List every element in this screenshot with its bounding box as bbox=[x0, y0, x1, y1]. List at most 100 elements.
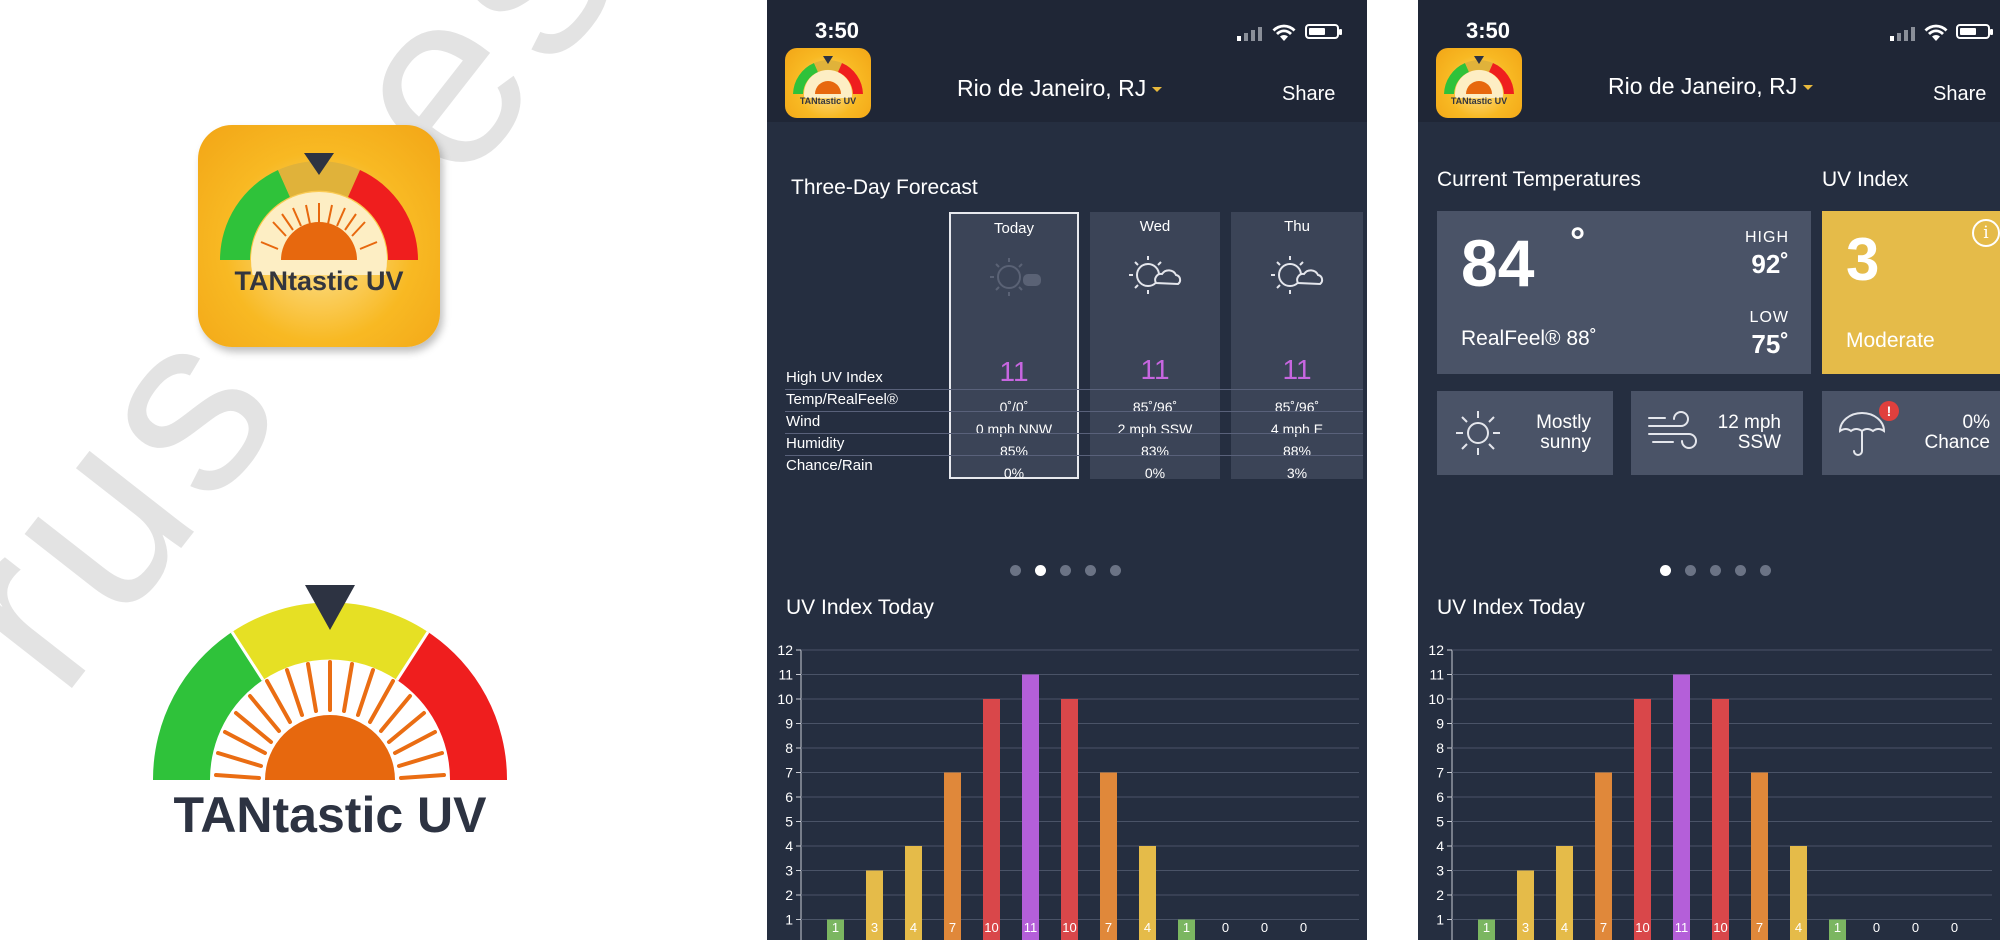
app-logo-button[interactable]: TANtastic UV bbox=[1436, 48, 1522, 118]
bar-value-label: 7 bbox=[1600, 920, 1607, 935]
page-dot[interactable] bbox=[1660, 565, 1671, 576]
app-logo-button[interactable]: TANtastic UV bbox=[785, 48, 871, 118]
rain-line-2: Chance bbox=[1924, 432, 1991, 453]
app-icon-title: TANtastic UV bbox=[234, 266, 404, 296]
rain-chance-card[interactable]: ! 0% Chance bbox=[1822, 391, 2000, 475]
sunny-icon bbox=[1456, 411, 1500, 455]
rain-line-1: 0% bbox=[1962, 412, 1990, 433]
current-temp-card: 84 ° HIGH 92˚ LOW 75˚ RealFeel® 88˚ bbox=[1437, 211, 1811, 374]
sky-condition-card: Mostly sunny bbox=[1437, 391, 1613, 475]
y-tick-label: 6 bbox=[1436, 789, 1444, 805]
row-label-temp: Temp/RealFeel® bbox=[786, 391, 898, 408]
uv-bar bbox=[1712, 699, 1729, 940]
wind-card: 12 mph SSW bbox=[1631, 391, 1803, 475]
uv-bar bbox=[1178, 919, 1195, 940]
y-tick-label: 1 bbox=[785, 912, 793, 928]
day-label: Today bbox=[993, 220, 1035, 237]
y-tick-label: 11 bbox=[778, 667, 793, 683]
uv-bar bbox=[944, 772, 961, 940]
brand-title: TANtastic UV bbox=[173, 787, 487, 843]
rain-chance-text: 0% Chance bbox=[1925, 413, 1991, 453]
temp-value: 85˚/96˚ bbox=[1274, 399, 1320, 415]
cellular-signal-icon bbox=[1237, 27, 1262, 41]
location-label: Rio de Janeiro, RJ bbox=[1608, 73, 1798, 99]
page-dot[interactable] bbox=[1685, 565, 1696, 576]
uv-index-level: Moderate bbox=[1846, 329, 1935, 352]
uv-bar bbox=[1022, 674, 1039, 940]
low-value: 75˚ bbox=[1751, 329, 1789, 359]
bar-value-label: 0 bbox=[1261, 920, 1268, 935]
page-dot[interactable] bbox=[1060, 565, 1071, 576]
forecast-day-today[interactable]: Today 11 0˚/0˚ 0 mph NNW 85% 0% bbox=[949, 212, 1079, 481]
y-tick-label: 4 bbox=[785, 838, 793, 854]
y-tick-label: 10 bbox=[1428, 691, 1444, 707]
page-dot[interactable] bbox=[1710, 565, 1721, 576]
current-temps-title: Current Temperatures bbox=[1437, 168, 1641, 191]
location-selector[interactable]: Rio de Janeiro, RJ bbox=[957, 75, 1163, 102]
share-button[interactable]: Share bbox=[1933, 83, 1987, 105]
info-icon[interactable]: i bbox=[1972, 219, 2000, 247]
page-dot[interactable] bbox=[1110, 565, 1121, 576]
humidity-value: 85% bbox=[999, 443, 1029, 459]
app-icon-large-square: TANtastic UV bbox=[198, 125, 440, 347]
bar-value-label: 1 bbox=[832, 920, 839, 935]
row-label-wind: Wind bbox=[786, 413, 821, 430]
forecast-day-wed[interactable]: Wed 11 85˚/96˚ 2 mph SSW 83% 0% bbox=[1090, 212, 1220, 481]
location-selector[interactable]: Rio de Janeiro, RJ bbox=[1608, 73, 1814, 100]
alert-icon[interactable]: ! bbox=[1879, 401, 1899, 421]
gauge-icon bbox=[1444, 56, 1514, 98]
app-logo-label: TANtastic UV bbox=[799, 96, 857, 106]
bar-value-label: 4 bbox=[1561, 920, 1568, 935]
uv-bar bbox=[905, 846, 922, 940]
wifi-icon bbox=[1272, 24, 1296, 41]
row-divider bbox=[785, 389, 1363, 390]
page-dot[interactable] bbox=[1035, 565, 1046, 576]
sky-line-1: Mostly bbox=[1536, 412, 1591, 433]
uv-bar bbox=[983, 699, 1000, 940]
uv-bar bbox=[827, 919, 844, 940]
bar-value-label: 4 bbox=[1795, 920, 1802, 935]
uv-bar bbox=[1751, 772, 1768, 940]
uv-value: 11 bbox=[999, 356, 1029, 387]
y-tick-label: 1 bbox=[1436, 912, 1444, 928]
day-label: Thu bbox=[1284, 218, 1310, 235]
bar-value-label: 11 bbox=[1675, 920, 1689, 935]
row-divider bbox=[785, 455, 1363, 456]
app-logo-label: TANtastic UV bbox=[1450, 96, 1508, 106]
uv-index-card[interactable]: 3 Moderate i bbox=[1822, 211, 2000, 374]
page-indicator[interactable] bbox=[1010, 565, 1121, 576]
y-tick-label: 7 bbox=[1436, 765, 1444, 781]
uv-value: 11 bbox=[1282, 354, 1312, 385]
page-indicator[interactable] bbox=[1660, 565, 1771, 576]
y-tick-label: 8 bbox=[785, 740, 793, 756]
page-dot[interactable] bbox=[1760, 565, 1771, 576]
sunny-icon bbox=[990, 258, 1041, 296]
y-tick-label: 7 bbox=[785, 765, 793, 781]
high-label: HIGH bbox=[1745, 229, 1789, 246]
share-button[interactable]: Share bbox=[1282, 83, 1336, 105]
forecast-day-thu[interactable]: Thu 11 85˚/96˚ 4 mph E 88% 3% bbox=[1231, 212, 1363, 481]
bar-value-label: 10 bbox=[1713, 920, 1727, 935]
rain-value: 3% bbox=[1286, 465, 1308, 481]
page-dot[interactable] bbox=[1085, 565, 1096, 576]
y-tick-label: 9 bbox=[785, 716, 793, 732]
page-dot[interactable] bbox=[1735, 565, 1746, 576]
wind-value: 2 mph SSW bbox=[1117, 421, 1193, 437]
bar-value-label: 10 bbox=[1635, 920, 1649, 935]
uv-bar bbox=[1829, 919, 1846, 940]
bar-value-label: 11 bbox=[1024, 920, 1038, 935]
bar-value-label: 4 bbox=[1144, 920, 1151, 935]
gauge-logo-icon bbox=[152, 585, 508, 780]
current-temp: 84 bbox=[1461, 226, 1535, 300]
uv-index-value: 3 bbox=[1846, 226, 1880, 293]
uv-value: 11 bbox=[1140, 354, 1170, 385]
page-dot[interactable] bbox=[1010, 565, 1021, 576]
bar-value-label: 0 bbox=[1951, 920, 1958, 935]
y-tick-label: 2 bbox=[1436, 887, 1444, 903]
gauge-icon bbox=[220, 153, 418, 275]
status-time: 3:50 bbox=[1466, 18, 1511, 43]
wind-text: 12 mph SSW bbox=[1718, 413, 1781, 453]
y-tick-label: 3 bbox=[1436, 863, 1444, 879]
bar-value-label: 0 bbox=[1873, 920, 1880, 935]
